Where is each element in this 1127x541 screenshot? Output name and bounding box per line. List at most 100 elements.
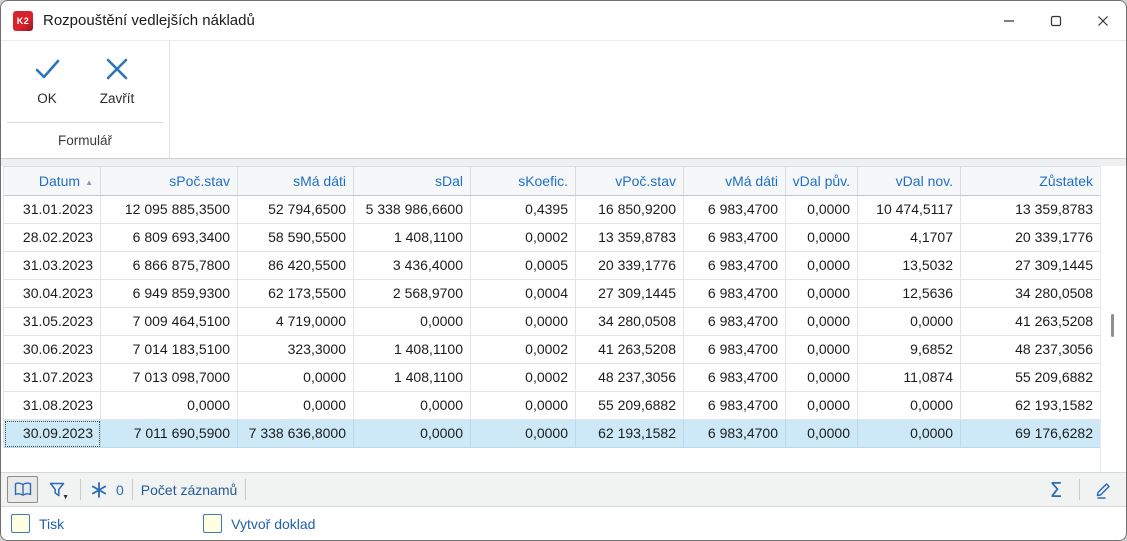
table-cell[interactable]: 7 009 464,5100 — [101, 308, 238, 336]
table-cell[interactable]: 0,0000 — [786, 224, 858, 252]
table-cell[interactable]: 323,3000 — [238, 336, 354, 364]
table-cell[interactable]: 41 263,5208 — [576, 336, 684, 364]
table-cell[interactable]: 7 338 636,8000 — [238, 420, 354, 448]
column-header-spo-stav[interactable]: sPoč.stav — [101, 167, 238, 196]
table-cell[interactable]: 0,0000 — [786, 420, 858, 448]
table-cell[interactable]: 0,0000 — [471, 308, 576, 336]
sum-button[interactable]: Σ — [1041, 476, 1071, 503]
table-cell[interactable]: 6 809 693,3400 — [101, 224, 238, 252]
table-cell[interactable]: 10 474,5117 — [858, 196, 961, 224]
table-cell[interactable]: 9,6852 — [858, 336, 961, 364]
table-cell[interactable]: 1 408,1100 — [354, 364, 471, 392]
table-cell[interactable]: 6 983,4700 — [684, 252, 786, 280]
table-row[interactable]: 31.05.2023 7 009 464,5100 4 719,0000 0,0000… — [4, 308, 1101, 336]
table-cell[interactable]: 86 420,5500 — [238, 252, 354, 280]
table-cell[interactable]: 11,0874 — [858, 364, 961, 392]
table-cell[interactable]: 0,0000 — [354, 420, 471, 448]
table-cell[interactable]: 6 949 859,9300 — [101, 280, 238, 308]
table-cell[interactable]: 34 280,0508 — [961, 280, 1101, 308]
table-cell[interactable]: 30.06.2023 — [4, 336, 101, 364]
table-row[interactable]: 30.09.2023 7 011 690,5900 7 338 636,8000 0,… — [4, 420, 1101, 448]
table-row[interactable]: 28.02.2023 6 809 693,3400 58 590,5500 1 408… — [4, 224, 1101, 252]
table-cell[interactable]: 0,0000 — [858, 392, 961, 420]
table-cell[interactable]: 41 263,5208 — [961, 308, 1101, 336]
table-cell[interactable]: 55 209,6882 — [961, 364, 1101, 392]
column-header-vdal-nov-[interactable]: vDal nov. — [858, 167, 961, 196]
table-cell[interactable]: 13 359,8783 — [576, 224, 684, 252]
column-header-sm-d-ti[interactable]: sMá dáti — [238, 167, 354, 196]
column-header-sdal[interactable]: sDal — [354, 167, 471, 196]
table-cell[interactable]: 0,0000 — [471, 420, 576, 448]
table-row[interactable]: 30.06.2023 7 014 183,5100 323,3000 1 408,11… — [4, 336, 1101, 364]
table-cell[interactable]: 6 983,4700 — [684, 392, 786, 420]
table-cell[interactable]: 0,0004 — [471, 280, 576, 308]
table-cell[interactable]: 6 983,4700 — [684, 280, 786, 308]
create-document-checkbox-box[interactable] — [203, 514, 223, 533]
table-cell[interactable]: 20 339,1776 — [961, 224, 1101, 252]
table-cell[interactable]: 2 568,9700 — [354, 280, 471, 308]
table-cell[interactable]: 12 095 885,3500 — [101, 196, 238, 224]
table-cell[interactable]: 0,0000 — [786, 392, 858, 420]
table-cell[interactable]: 12,5636 — [858, 280, 961, 308]
table-cell[interactable]: 13,5032 — [858, 252, 961, 280]
table-cell[interactable]: 13 359,8783 — [961, 196, 1101, 224]
table-cell[interactable]: 16 850,9200 — [576, 196, 684, 224]
table-cell[interactable]: 1 408,1100 — [354, 336, 471, 364]
table-cell[interactable]: 27 309,1445 — [961, 252, 1101, 280]
table-cell[interactable]: 0,0000 — [858, 308, 961, 336]
table-cell[interactable]: 0,0000 — [354, 392, 471, 420]
table-cell[interactable]: 48 237,3056 — [576, 364, 684, 392]
ok-button[interactable]: OK — [19, 51, 75, 119]
table-row[interactable]: 31.03.2023 6 866 875,7800 86 420,5500 3 436… — [4, 252, 1101, 280]
table-cell[interactable]: 20 339,1776 — [576, 252, 684, 280]
table-cell[interactable]: 0,0000 — [354, 308, 471, 336]
table-row[interactable]: 31.08.2023 0,0000 0,0000 0,0000 0,0000 55 209… — [4, 392, 1101, 420]
table-cell[interactable]: 0,4395 — [471, 196, 576, 224]
table-cell[interactable]: 6 983,4700 — [684, 224, 786, 252]
table-cell[interactable]: 0,0002 — [471, 224, 576, 252]
table-cell[interactable]: 6 866 875,7800 — [101, 252, 238, 280]
table-cell[interactable]: 0,0002 — [471, 336, 576, 364]
table-row[interactable]: 31.01.2023 12 095 885,3500 52 794,6500 5 33… — [4, 196, 1101, 224]
table-cell[interactable]: 48 237,3056 — [961, 336, 1101, 364]
table-cell[interactable]: 7 011 690,5900 — [101, 420, 238, 448]
table-cell[interactable]: 0,0000 — [238, 364, 354, 392]
table-cell[interactable]: 7 013 098,7000 — [101, 364, 238, 392]
table-row[interactable]: 31.07.2023 7 013 098,7000 0,0000 1 408,1100… — [4, 364, 1101, 392]
table-cell[interactable]: 0,0000 — [786, 364, 858, 392]
scrollbar-thumb[interactable] — [1111, 314, 1114, 337]
vertical-scrollbar[interactable] — [1100, 166, 1126, 472]
table-cell[interactable]: 31.01.2023 — [4, 196, 101, 224]
table-cell[interactable]: 6 983,4700 — [684, 308, 786, 336]
table-cell[interactable]: 6 983,4700 — [684, 336, 786, 364]
filter-button[interactable]: ▼ — [42, 476, 72, 503]
frozen-records-indicator[interactable]: 0 — [91, 482, 124, 498]
table-row[interactable]: 30.04.2023 6 949 859,9300 62 173,5500 2 568… — [4, 280, 1101, 308]
table-cell[interactable]: 0,0005 — [471, 252, 576, 280]
table-cell[interactable]: 31.07.2023 — [4, 364, 101, 392]
maximize-button[interactable] — [1032, 1, 1079, 40]
table-cell[interactable]: 4 719,0000 — [238, 308, 354, 336]
table-cell[interactable]: 52 794,6500 — [238, 196, 354, 224]
column-header-vm-d-ti[interactable]: vMá dáti — [684, 167, 786, 196]
table-cell[interactable]: 69 176,6282 — [961, 420, 1101, 448]
column-header-datum[interactable]: Datum ▲ — [4, 167, 101, 196]
table-cell[interactable]: 31.03.2023 — [4, 252, 101, 280]
table-cell[interactable]: 0,0002 — [471, 364, 576, 392]
print-checkbox-box[interactable] — [11, 514, 30, 533]
table-cell[interactable]: 0,0000 — [101, 392, 238, 420]
table-cell[interactable]: 62 193,1582 — [576, 420, 684, 448]
table-cell[interactable]: 0,0000 — [786, 336, 858, 364]
table-cell[interactable]: 0,0000 — [858, 420, 961, 448]
table-cell[interactable]: 62 173,5500 — [238, 280, 354, 308]
table-cell[interactable]: 30.09.2023 — [4, 420, 101, 448]
print-checkbox[interactable]: Tisk — [11, 514, 64, 533]
table-cell[interactable]: 6 983,4700 — [684, 420, 786, 448]
close-form-button[interactable]: Zavřít — [89, 51, 145, 119]
column-header-skoefic-[interactable]: sKoefic. — [471, 167, 576, 196]
table-cell[interactable]: 31.08.2023 — [4, 392, 101, 420]
table-cell[interactable]: 0,0000 — [786, 308, 858, 336]
table-cell[interactable]: 5 338 986,6600 — [354, 196, 471, 224]
table-cell[interactable]: 31.05.2023 — [4, 308, 101, 336]
table-cell[interactable]: 27 309,1445 — [576, 280, 684, 308]
